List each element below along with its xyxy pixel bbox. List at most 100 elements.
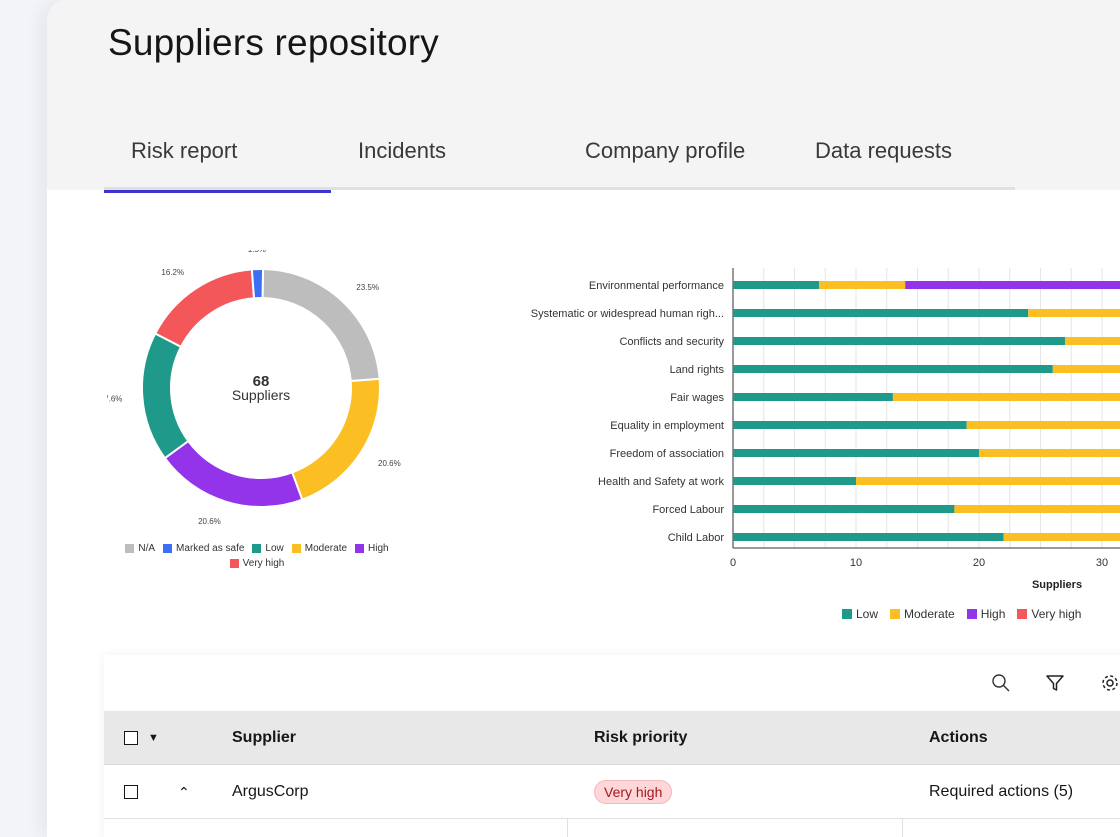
donut-svg: 23.5% 20.6% 20.6% 17.6% 16.2% 1.5% 68 Supplie…: [100, 245, 401, 526]
legend-item[interactable]: Very high: [1017, 607, 1081, 621]
category-label: Child Labor: [668, 532, 725, 544]
donut-slice-marked-as-safe[interactable]: [250, 268, 265, 300]
bar-svg: Environmental performance Systematic or w…: [531, 268, 1120, 591]
donut-slice-label: 1.5%: [248, 250, 266, 254]
header-supplier[interactable]: Supplier: [232, 729, 297, 746]
legend-item[interactable]: Low: [252, 543, 284, 554]
legend-label: Very high: [242, 558, 285, 569]
table-header: ▼ Supplier Risk priority Actions: [104, 711, 1120, 765]
donut-chart: 23.5% 20.6% 20.6% 17.6% 16.2% 1.5% 68 Supplie…: [100, 245, 407, 590]
category-label: Land rights: [670, 364, 725, 376]
legend-swatch: [163, 544, 173, 553]
legend-item[interactable]: Low: [842, 607, 878, 621]
bar-segment-low[interactable]: [733, 477, 856, 485]
legend-label: N/A: [138, 543, 156, 554]
table-row: [104, 819, 1120, 837]
legend-item[interactable]: High: [966, 607, 1006, 621]
bar-segment-low[interactable]: [733, 309, 1029, 317]
x-tick-label: 0: [730, 557, 736, 569]
search-icon[interactable]: [991, 673, 1011, 693]
legend-label: Moderate: [304, 543, 348, 554]
bar-segment-low[interactable]: [733, 393, 893, 401]
legend-swatch: [842, 609, 852, 619]
bar-segment-high[interactable]: [905, 281, 1120, 289]
suppliers-table: ▼ Supplier Risk priority Actions ⌃ Argus…: [104, 655, 1120, 837]
bar-segment-moderate[interactable]: [966, 421, 1120, 429]
legend-swatch: [1017, 609, 1028, 619]
legend-item[interactable]: Marked as safe: [163, 543, 244, 554]
donut-legend: N/A Marked as safe Low Moderate High Very hig…: [117, 543, 397, 569]
column-divider: [902, 819, 903, 837]
gear-icon[interactable]: [1100, 673, 1120, 693]
bar-segment-low[interactable]: [733, 337, 1066, 345]
bar-segment-low[interactable]: [733, 533, 1004, 541]
legend-item[interactable]: Moderate: [890, 607, 955, 621]
caret-down-icon[interactable]: ▼: [148, 732, 159, 744]
bar-segment-moderate[interactable]: [1003, 533, 1120, 541]
bar-segment-moderate[interactable]: [819, 281, 906, 289]
bar-segment-moderate[interactable]: [979, 449, 1120, 457]
donut-slice-label: 17.6%: [107, 395, 122, 404]
donut-slice-low[interactable]: [141, 332, 190, 460]
column-divider: [567, 819, 568, 837]
legend-label: Marked as safe: [176, 543, 245, 554]
category-label: Environmental performance: [589, 280, 724, 292]
donut-slice-very-high[interactable]: [153, 268, 256, 349]
legend-label: Moderate: [904, 607, 955, 621]
x-tick-label: 10: [850, 557, 862, 569]
risk-badge: Very high: [594, 780, 673, 804]
donut-center-label: Suppliers: [232, 387, 290, 403]
donut-slice-high[interactable]: [163, 439, 304, 508]
bar-segment-moderate[interactable]: [1065, 337, 1120, 345]
filter-icon[interactable]: [1045, 673, 1065, 693]
stacked-bar-chart: Environmental performance Systematic or w…: [457, 260, 1120, 630]
legend-item[interactable]: Very high: [229, 558, 285, 569]
category-label: Freedom of association: [610, 448, 724, 460]
actions-link[interactable]: Required actions (5): [929, 783, 1074, 800]
chevron-up-icon[interactable]: ⌃: [178, 783, 190, 800]
legend-item[interactable]: High: [355, 543, 389, 554]
row-checkbox[interactable]: [124, 765, 138, 819]
bar-legend: Low Moderate High Very high: [842, 607, 1081, 621]
x-axis-label: Suppliers: [1032, 579, 1082, 591]
bar-segment-moderate[interactable]: [1052, 365, 1120, 373]
tab-risk-report[interactable]: Risk report: [104, 130, 331, 193]
legend-label: High: [980, 607, 1006, 621]
category-label: Fair wages: [670, 392, 724, 404]
bar-segment-moderate[interactable]: [892, 393, 1120, 401]
category-label: Conflicts and security: [619, 336, 724, 348]
donut-slice-label: 20.6%: [378, 459, 401, 468]
legend-swatch: [966, 609, 977, 619]
legend-item[interactable]: Moderate: [291, 543, 348, 554]
tab-bar: Risk report Incidents Company profile Da…: [104, 130, 1015, 193]
donut-slice-moderate[interactable]: [290, 377, 381, 501]
bar-segment-moderate[interactable]: [954, 505, 1120, 513]
bar-segment-low[interactable]: [733, 281, 820, 289]
table-row[interactable]: ⌃ ArgusCorp Very high Required actions (…: [104, 765, 1120, 819]
risk-badge-cell: Very high: [594, 765, 673, 819]
bar-segment-moderate[interactable]: [1028, 309, 1120, 317]
tab-company-profile[interactable]: Company profile: [585, 138, 746, 163]
bar-segment-low[interactable]: [733, 421, 967, 429]
bar-segment-low[interactable]: [733, 449, 979, 457]
x-tick-label: 30: [1096, 557, 1108, 569]
legend-swatch: [890, 609, 901, 619]
bar-segment-low[interactable]: [733, 365, 1053, 373]
bar-segment-low[interactable]: [733, 505, 955, 513]
bar-segment-moderate[interactable]: [856, 477, 1120, 485]
donut-slice-label: 23.5%: [356, 283, 379, 292]
select-all-checkbox[interactable]: [124, 711, 138, 765]
legend-item[interactable]: N/A: [125, 543, 155, 554]
x-tick-label: 20: [973, 557, 985, 569]
legend-swatch: [229, 559, 239, 568]
donut-center-value: 68: [253, 373, 270, 390]
donut-slice-label: 20.6%: [198, 517, 221, 526]
legend-swatch: [252, 544, 262, 553]
header-risk-priority[interactable]: Risk priority: [594, 729, 688, 746]
category-label: Health and Safety at work: [598, 476, 724, 488]
tab-data-requests[interactable]: Data requests: [815, 138, 952, 163]
page-title: Suppliers repository: [108, 22, 439, 63]
supplier-name: ArgusCorp: [232, 783, 309, 800]
tab-incidents[interactable]: Incidents: [358, 138, 447, 163]
header-actions[interactable]: Actions: [929, 729, 988, 746]
